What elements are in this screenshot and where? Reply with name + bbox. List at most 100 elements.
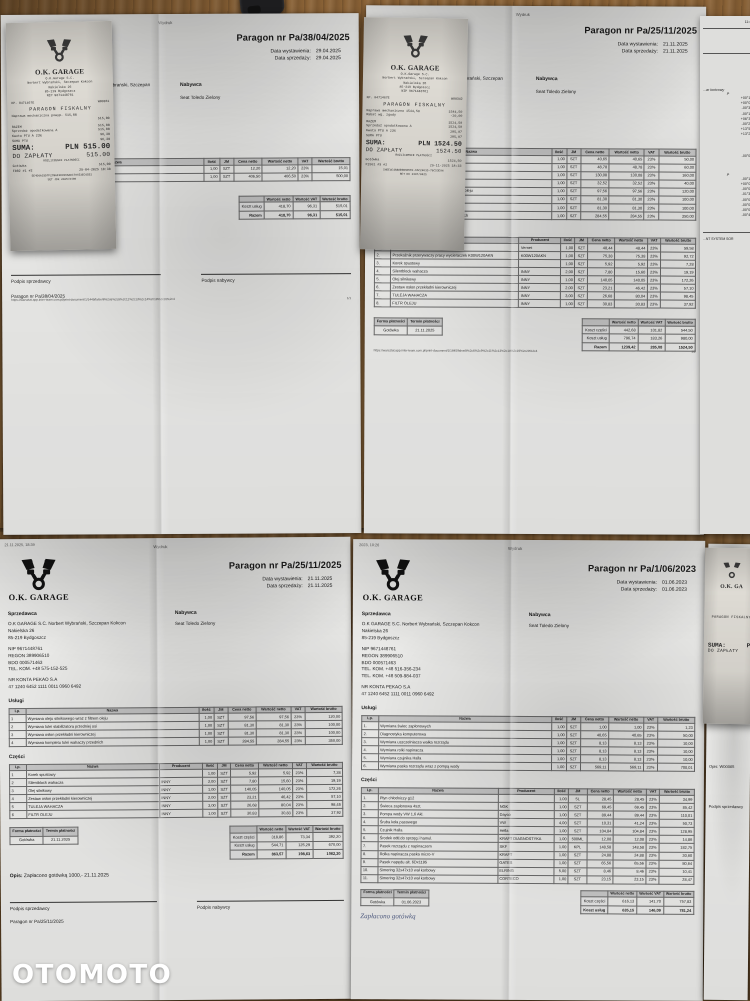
cell-lp: 4 (9, 738, 26, 747)
wheel-alignment-printout[interactable]: 11:40 ...ar końcowy P +00°14'+00°08'-00°… (700, 16, 750, 534)
sale-date-label: Data sprzedaży: (621, 48, 658, 55)
receipt-fiscal-no: RET DK 2387/0425 (399, 172, 427, 177)
cell-gross: 7,28 (660, 260, 696, 269)
cell-net-price: 5,92 (230, 769, 259, 778)
document-sheet-3[interactable]: 21.11.2025, 18:39 Wydruk (0, 536, 354, 1001)
cell-net-value: 140,05 (258, 784, 293, 794)
cell-vat: 23% (292, 784, 307, 794)
partial-opis: Opis: W00065 (709, 764, 735, 770)
receipt-dozaplaty-value: 1524.50 (436, 147, 462, 156)
cell-net-price: 48,78 (580, 163, 610, 172)
cell-gross: 37,92 (660, 300, 696, 309)
cell-vat: 23% (643, 211, 659, 221)
document-title: Paragon nr Pa/25/11/2025 (584, 25, 698, 36)
parts-table-4: Lp. Nazwa Producent Ilość JM Cena netto … (360, 787, 695, 885)
cell-qty: 1,00 (551, 722, 567, 731)
cell-qty: 1,00 (554, 851, 569, 860)
fiscal-receipt-2[interactable]: O.K. GARAGE O.K.Garage S.C. Norbert Wybr… (359, 17, 469, 251)
cell-qty: 1,00 (199, 737, 215, 746)
cell-gross: 10,00 (657, 739, 695, 748)
cell-net-price: 23,21 (587, 283, 615, 293)
cell-qty: 1,00 (551, 211, 567, 220)
seller-block: Sprzedawca O.K GARAGE S.C. Norbert Wybra… (361, 611, 528, 699)
cell-unit: SZT (568, 875, 587, 884)
cell-qty: 2,00 (560, 267, 575, 276)
cell-name: Wymiana paska rozrządu wraz z pompą wody (378, 761, 552, 771)
totals-vat: 125,29 (285, 841, 313, 850)
cell-qty: 1,00 (554, 802, 569, 811)
cell-vat: 23% (644, 203, 659, 212)
cell-maker: KRAFT DIAGNOSTYKA (497, 834, 555, 844)
cell-vat: 23% (292, 792, 307, 802)
cell-unit: SZT (568, 851, 587, 860)
receipt-dozaplaty-value: 515.00 (86, 151, 111, 159)
cell-net-value: 140,05 (614, 275, 648, 285)
cell-qty: 1,00 (198, 713, 215, 722)
cell-net-value: 406,50 (262, 172, 298, 181)
cell-net-price: 81,30 (227, 721, 257, 730)
cell-maker: Dayco (497, 810, 555, 819)
buyer-label: Nabywca (174, 609, 197, 616)
totals-net: 616,13 (607, 897, 637, 906)
fiscal-receipt-3-partial[interactable]: O.K. GA PARAGON FISKALNY SUMA: PL DO ZAPŁ… (702, 547, 750, 725)
totals-vat: 141,70 (636, 897, 664, 907)
cell-net-value: 23,15 (612, 875, 646, 884)
cell-maker: Vernet (519, 243, 561, 252)
cell-gross: 100,00 (305, 720, 343, 729)
cell-net-price: 23,21 (230, 793, 259, 802)
cell-gross: 57,10 (306, 792, 343, 801)
cell-lp: 1. (361, 721, 379, 730)
cell-unit: SZT (566, 722, 581, 731)
company-wordmark: O.K. GARAGE (8, 592, 70, 603)
cell-net-price: 75,38 (587, 251, 615, 260)
cell-net-price: 130,08 (580, 171, 610, 180)
alignment-values-mid: -00°08' (703, 154, 750, 159)
cell-unit: SZT (214, 721, 228, 730)
cell-lp: 6. (361, 834, 378, 843)
cell-net-value: 80,04 (614, 292, 648, 301)
cell-unit: KPL (568, 843, 587, 852)
cell-net-price: 140,05 (587, 275, 615, 285)
buyer-block: Nabywca Seat Toledo Zielony (536, 76, 697, 97)
buyer-label: Nabywca (528, 611, 551, 618)
sale-date-value: 01.06.2023 (661, 586, 687, 594)
totals-label: Koszt części (582, 325, 610, 335)
cell-lp: 6. (361, 761, 379, 770)
receipt-kasa-no: W00342 (451, 96, 463, 101)
cell-net-price: 65,56 (586, 859, 614, 868)
totals-gross: 515,01 (319, 202, 351, 211)
cell-maker: VW (497, 818, 555, 827)
alignment-value: -00°10' (741, 111, 750, 116)
cell-net-price: 8,13 (580, 754, 609, 764)
totals-table-4: Wartość netto Wartość VAT Wartość brutto… (580, 890, 694, 915)
cell-net-price: 148,58 (586, 843, 614, 852)
alignment-value: -00°21' (741, 122, 750, 127)
fiscal-receipt-1[interactable]: O.K. GARAGE O.K.Garage S.C. Norbert Wybr… (5, 20, 117, 252)
receipt-datetime: 29-11-2025 18:33 (429, 163, 462, 168)
cell-vat: 23% (645, 827, 660, 836)
totals-gross: 781,24 (663, 906, 694, 915)
document-sheet-4[interactable]: 2023, 10:26 Wydruk O.K. GARAGE (350, 539, 706, 1001)
cell-unit: SZT (566, 730, 581, 739)
services-section-title: Usługi (361, 705, 377, 712)
cell-net-value: 15,60 (614, 267, 648, 277)
cell-gross: 14,86 (659, 835, 695, 844)
alignment-value: +06°33' (740, 116, 750, 121)
cell-unit: SZT (566, 762, 581, 772)
receipt-line1-value: 515,00 (97, 116, 110, 121)
cell-lp: 6. (374, 282, 391, 292)
cell-maker: INNY (518, 275, 561, 284)
cell-unit: SZT (566, 754, 581, 763)
payment-due-value: 21.11.2025 (43, 835, 78, 845)
cell-net-value: 81,30 (608, 203, 645, 212)
cell-maker: KRAFT (497, 850, 555, 860)
buyer-block: Nabywca Seat Toledo Zielony (175, 608, 343, 690)
cell-net-price: 26,68 (230, 801, 259, 810)
buyer-name: Seat Toledo Zielony (180, 95, 221, 101)
cell-gross: 120,00 (658, 187, 696, 197)
th-payment-due: Termin płatności (394, 889, 429, 898)
cell-name: FILTR OLEJU (390, 299, 519, 308)
totals-vat: 183,26 (638, 334, 665, 344)
alignment-footer: ...NT SYSTEM SOR (703, 237, 734, 242)
cell-vat: 23% (290, 720, 306, 729)
